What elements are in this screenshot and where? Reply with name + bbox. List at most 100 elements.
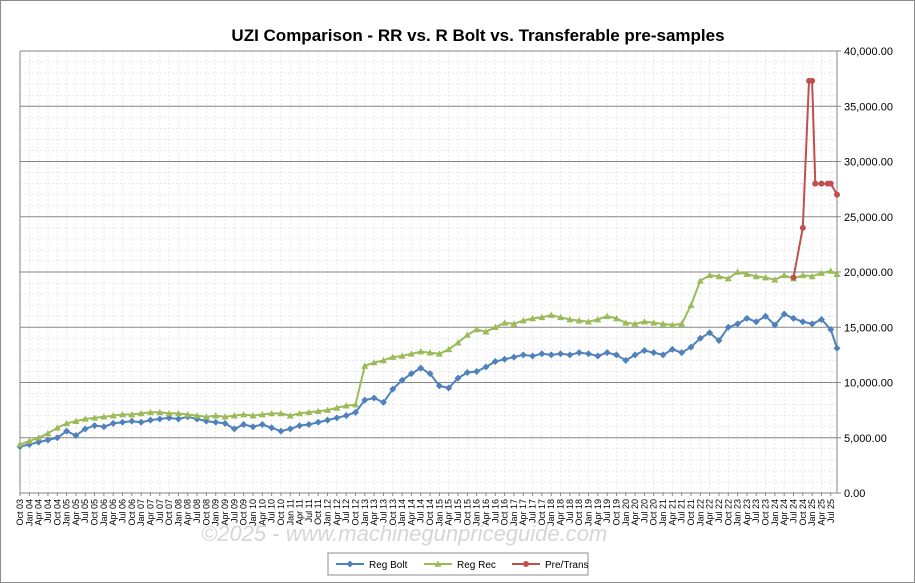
data-point — [650, 349, 658, 357]
x-tick-label: Oct 08 — [201, 499, 211, 526]
x-tick-label: Jul 18 — [565, 499, 575, 523]
data-point — [659, 320, 667, 327]
data-point — [445, 384, 453, 392]
data-point — [622, 319, 630, 326]
watermark: ©2025 - www.machinegunpriceguide.com — [201, 521, 607, 546]
x-tick-label: Jan 10 — [248, 499, 258, 526]
data-point — [342, 412, 350, 420]
x-tick-label: Oct 22 — [723, 499, 733, 526]
x-tick-label: Jan 08 — [173, 499, 183, 526]
y-tick-label: 35,000.00 — [844, 101, 893, 113]
x-tick-label: Apr 22 — [705, 499, 715, 526]
x-tick-label: Jan 16 — [472, 499, 482, 526]
data-point — [407, 370, 415, 378]
data-point — [715, 337, 723, 345]
series-layer — [16, 77, 841, 451]
data-point — [445, 345, 453, 353]
x-tick-label: Jul 19 — [602, 499, 612, 523]
data-point — [603, 349, 611, 357]
data-point — [91, 422, 99, 430]
x-tick-label: Jul 15 — [453, 499, 463, 523]
x-tick-label: Oct 07 — [164, 499, 174, 526]
data-point — [268, 409, 276, 417]
data-point — [25, 437, 33, 444]
x-tick-label: Oct 05 — [90, 499, 100, 526]
chart-title: UZI Comparison - RR vs. R Bolt vs. Trans… — [231, 26, 724, 45]
data-point — [612, 351, 620, 359]
y-axis-ticks: 0.00 5,000.00 10,000.00 15,000.00 20,000.00 2… — [837, 46, 893, 500]
data-point — [482, 363, 490, 371]
data-point — [743, 270, 751, 278]
data-point — [44, 436, 52, 444]
data-point — [230, 425, 238, 433]
data-point — [547, 311, 555, 318]
x-tick-label: Jul 25 — [826, 499, 836, 523]
x-tick-label: Oct 11 — [313, 499, 323, 525]
x-tick-label: Apr 09 — [220, 499, 230, 526]
data-point — [510, 353, 518, 361]
data-point — [519, 317, 527, 324]
x-tick-label: Oct 14 — [425, 499, 435, 526]
data-point — [407, 350, 415, 357]
data-point — [640, 346, 648, 354]
data-point — [342, 402, 350, 409]
data-point — [35, 434, 43, 441]
x-tick-label: Oct 17 — [537, 499, 547, 526]
data-point — [734, 320, 742, 328]
x-tick-label: Apr 05 — [71, 499, 81, 526]
data-point — [174, 409, 182, 417]
data-point — [212, 412, 220, 419]
data-point — [314, 418, 322, 426]
series-line — [792, 79, 838, 278]
x-axis-ticks: Oct 03 Jan 04 Apr 04 Jul 04 Oct 04 Jan 05 Apr … — [15, 493, 836, 526]
data-point — [566, 351, 574, 359]
data-point — [91, 414, 99, 421]
x-tick-label: Jul 22 — [714, 499, 724, 523]
data-point — [277, 427, 285, 435]
data-point — [631, 320, 639, 327]
x-tick-label: Jul 07 — [155, 499, 165, 523]
data-point — [81, 425, 89, 433]
x-tick-label: Apr 15 — [444, 499, 454, 526]
legend-box — [327, 552, 589, 576]
x-tick-label: Apr 14 — [406, 499, 416, 526]
x-tick-label: Jan 15 — [434, 499, 444, 526]
data-point — [724, 323, 732, 331]
data-point — [594, 316, 602, 323]
x-tick-label: Oct 04 — [52, 499, 62, 526]
data-point — [221, 419, 229, 427]
data-point — [137, 418, 145, 426]
data-point — [818, 180, 825, 187]
data-point — [812, 180, 819, 187]
data-point — [346, 560, 354, 568]
legend-label: Reg Rec — [457, 560, 496, 571]
data-point — [16, 440, 24, 448]
y-tick-label: 15,000.00 — [844, 322, 893, 334]
legend-item: Pre/Trans — [512, 560, 589, 571]
data-point — [780, 271, 788, 279]
x-tick-label: Oct 19 — [611, 499, 621, 526]
x-tick-label: Apr 16 — [481, 499, 491, 526]
data-point — [435, 350, 443, 357]
data-point — [434, 560, 442, 567]
x-tick-label: Oct 20 — [649, 499, 659, 526]
series-reg-bolt — [16, 310, 841, 451]
data-point — [584, 350, 592, 358]
data-point — [44, 429, 52, 437]
data-point — [156, 408, 164, 416]
data-point — [650, 319, 658, 326]
x-tick-label: Jan 09 — [211, 499, 221, 526]
data-point — [743, 314, 751, 322]
data-point — [752, 272, 760, 280]
data-point — [53, 424, 61, 431]
data-point — [258, 420, 266, 428]
y-tick-label: 30,000.00 — [844, 157, 893, 169]
data-point — [324, 416, 332, 424]
legend-label: Pre/Trans — [545, 560, 589, 571]
x-tick-label: Oct 03 — [15, 499, 25, 526]
data-point — [351, 401, 359, 408]
data-point — [491, 358, 499, 366]
data-point — [119, 418, 127, 426]
data-point — [454, 374, 462, 382]
